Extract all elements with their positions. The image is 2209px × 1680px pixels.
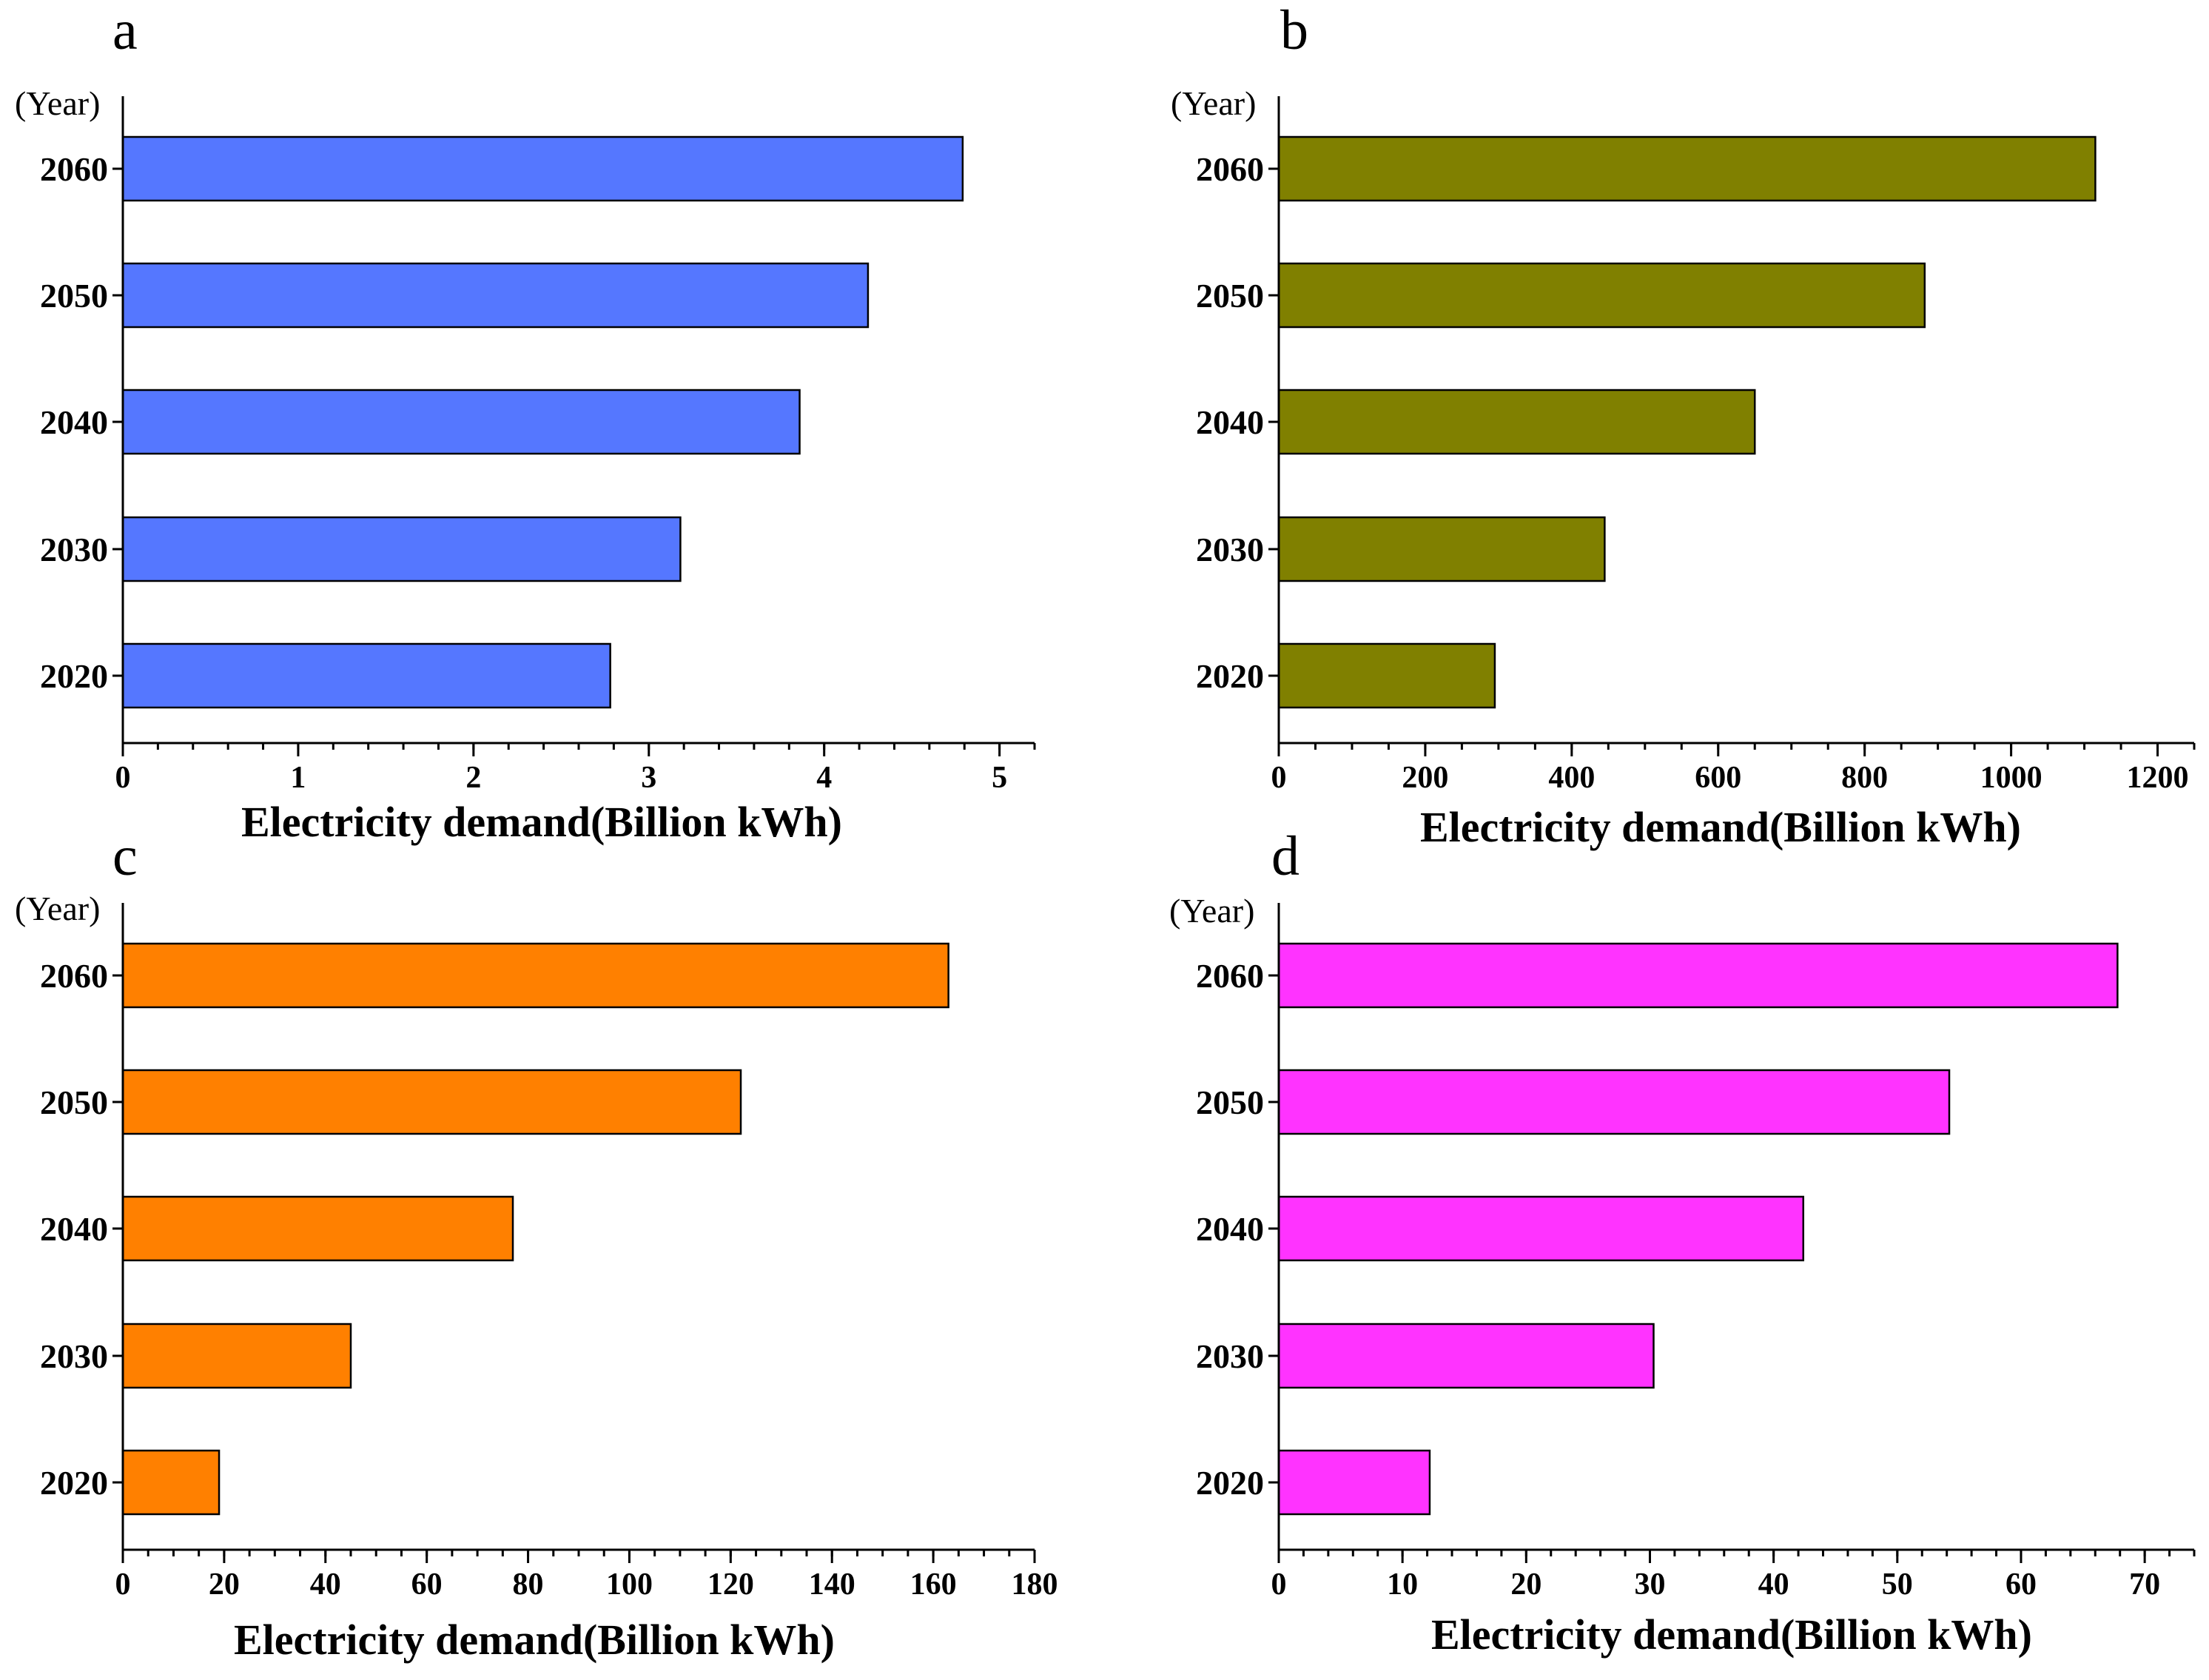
y-tick-label-2040: 2040 — [1196, 1210, 1264, 1248]
bar-a-2020 — [121, 642, 611, 709]
x-tick-label-0: 0 — [115, 761, 131, 795]
x-axis-title: Electricity demand(Billion kWh) — [241, 798, 842, 846]
y-tick-label-2040: 2040 — [1196, 403, 1264, 441]
x-tick-label-1: 1 — [290, 761, 306, 795]
bar-c-2040 — [121, 1195, 514, 1262]
x-tick-label-70: 70 — [2129, 1568, 2160, 1602]
bar-d-2020 — [1277, 1449, 1431, 1516]
y-tick-label-2040: 2040 — [40, 403, 108, 441]
y-unit-label: (Year) — [1169, 892, 1254, 930]
y-tick-label-2020: 2020 — [40, 657, 108, 695]
y-tick-label-2030: 2030 — [1196, 531, 1264, 568]
x-tick-label-50: 50 — [1882, 1568, 1913, 1602]
x-tick-label-60: 60 — [2005, 1568, 2037, 1602]
panel-label-a: a — [112, 0, 138, 61]
bar-d-2050 — [1277, 1069, 1951, 1135]
x-tick-label-30: 30 — [1634, 1568, 1665, 1602]
bar-b-2060 — [1277, 135, 2097, 202]
bar-b-2020 — [1277, 642, 1496, 709]
y-tick-label-2030: 2030 — [1196, 1337, 1264, 1375]
y-tick-label-2060: 2060 — [40, 957, 108, 995]
x-tick-label-0: 0 — [115, 1568, 131, 1602]
y-unit-label: (Year) — [1171, 84, 1256, 122]
y-tick-label-2030: 2030 — [40, 1337, 108, 1375]
x-tick-label-20: 20 — [209, 1568, 240, 1602]
y-tick-label-2050: 2050 — [1196, 277, 1264, 315]
bar-a-2040 — [121, 389, 801, 455]
x-tick-label-140: 140 — [809, 1568, 855, 1602]
x-tick-label-20: 20 — [1510, 1568, 1541, 1602]
y-tick-label-2020: 2020 — [1196, 1464, 1264, 1502]
x-tick-label-1000: 1000 — [1980, 761, 2042, 795]
x-tick-label-0: 0 — [1271, 1568, 1287, 1602]
y-tick-label-2050: 2050 — [1196, 1083, 1264, 1121]
bar-d-2060 — [1277, 942, 2119, 1009]
panel-label-c: c — [112, 825, 138, 887]
y-tick-label-2050: 2050 — [40, 277, 108, 315]
y-tick-label-2050: 2050 — [40, 1083, 108, 1121]
y-unit-label: (Year) — [15, 84, 100, 122]
x-tick-label-2: 2 — [465, 761, 481, 795]
chart-panel-b: b (Year) 2060 2050 2040 2030 2020 0 200 400 600 800… — [1171, 0, 2196, 851]
y-tick-label-2060: 2060 — [1196, 957, 1264, 995]
bar-b-2050 — [1277, 262, 1926, 329]
x-tick-label-1200: 1200 — [2127, 761, 2189, 795]
bar-c-2030 — [121, 1323, 352, 1389]
bar-d-2040 — [1277, 1195, 1805, 1262]
y-tick-label-2020: 2020 — [1196, 657, 1264, 695]
panel-label-d: d — [1271, 825, 1299, 887]
x-axis-title: Electricity demand(Billion kWh) — [1431, 1610, 2032, 1659]
x-tick-label-60: 60 — [411, 1568, 443, 1602]
x-axis-title: Electricity demand(Billion kWh) — [234, 1616, 835, 1664]
x-tick-label-40: 40 — [310, 1568, 341, 1602]
bar-d-2030 — [1277, 1323, 1655, 1389]
x-tick-label-5: 5 — [992, 761, 1007, 795]
y-tick-label-2060: 2060 — [1196, 150, 1264, 188]
x-tick-label-200: 200 — [1402, 761, 1448, 795]
chart-panel-a: a (Year) 2060 2050 2040 2030 2020 0 1 2 3 4 5 Electri… — [15, 0, 1036, 846]
x-tick-label-0: 0 — [1271, 761, 1287, 795]
y-tick-label-2020: 2020 — [40, 1464, 108, 1502]
x-tick-label-600: 600 — [1695, 761, 1741, 795]
x-tick-label-400: 400 — [1548, 761, 1595, 795]
x-tick-label-40: 40 — [1758, 1568, 1789, 1602]
y-tick-label-2060: 2060 — [40, 150, 108, 188]
bar-c-2060 — [121, 942, 949, 1009]
x-axis-title: Electricity demand(Billion kWh) — [1420, 803, 2021, 851]
x-tick-label-100: 100 — [606, 1568, 653, 1602]
x-tick-label-3: 3 — [641, 761, 656, 795]
bar-a-2050 — [121, 262, 870, 329]
panel-label-b: b — [1280, 0, 1308, 61]
x-tick-label-160: 160 — [910, 1568, 957, 1602]
bar-a-2030 — [121, 516, 682, 582]
x-tick-label-10: 10 — [1387, 1568, 1418, 1602]
x-tick-label-180: 180 — [1012, 1568, 1058, 1602]
bar-c-2050 — [121, 1069, 742, 1135]
bar-b-2030 — [1277, 516, 1606, 582]
bar-c-2020 — [121, 1449, 221, 1516]
bar-b-2040 — [1277, 389, 1756, 455]
x-tick-label-4: 4 — [816, 761, 832, 795]
x-tick-label-800: 800 — [1841, 761, 1888, 795]
y-tick-label-2040: 2040 — [40, 1210, 108, 1248]
y-unit-label: (Year) — [15, 890, 100, 927]
x-tick-label-120: 120 — [707, 1568, 754, 1602]
y-tick-label-2030: 2030 — [40, 531, 108, 568]
x-tick-label-80: 80 — [513, 1568, 544, 1602]
bar-a-2060 — [121, 135, 964, 202]
